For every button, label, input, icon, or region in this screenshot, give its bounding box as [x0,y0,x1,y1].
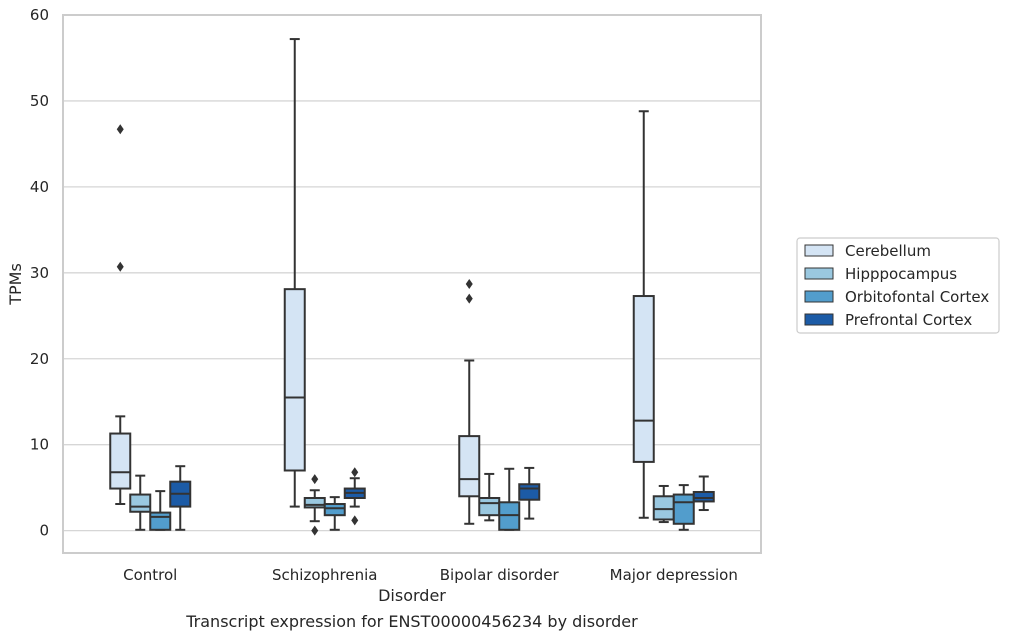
box-3-1 [343,467,366,526]
outlier-point [351,467,359,478]
box-2-1 [323,496,346,531]
box-body [652,495,675,521]
legend-swatch [804,313,834,326]
y-tick-label: 40 [30,178,49,196]
box-1-3 [652,484,675,524]
y-axis-label: TPMs [6,263,25,306]
legend-item: Cerebellum [804,242,931,260]
box-2-0 [149,490,172,531]
y-tick-label: 0 [39,522,49,540]
gridlines [63,14,761,532]
plot-frame [62,14,762,554]
y-axis-ticks: 0 10 20 30 40 50 60 [30,6,49,540]
box-2-2 [498,467,521,531]
box-body [129,493,152,513]
x-tick-label: Schizophrenia [272,566,377,584]
legend-item: Hipppocampus [804,265,957,283]
box-body [303,496,326,509]
legend-swatch [804,244,834,257]
legend-label: Hipppocampus [845,265,957,283]
box-body [283,288,306,472]
legend: Cerebellum Hipppocampus Orbitofontal Corte… [796,237,1000,334]
x-tick-label: Bipolar disorder [440,566,560,584]
box-body [109,432,132,490]
box-1-2 [478,472,501,522]
outlier-point [116,261,124,272]
legend-swatch [804,267,834,280]
y-tick-label: 60 [30,6,49,24]
box-body [692,490,715,503]
box-3-3 [692,475,715,512]
legend-label: Orbitofontal Cortex [845,288,989,306]
x-axis-label: Disorder [378,586,446,605]
legend-item: Prefrontal Cortex [804,311,972,329]
outlier-point [465,279,473,289]
legend-label: Cerebellum [845,242,931,260]
y-tick-label: 50 [30,92,49,110]
box-0-3 [632,110,655,519]
chart-title: Transcript expression for ENST0000045623… [185,612,638,631]
box-1-0 [129,474,152,531]
box-body [478,496,501,517]
box-body [632,295,655,463]
outlier-point [465,293,473,304]
y-tick-label: 10 [30,436,49,454]
box-1-1 [303,474,326,536]
outlier-point [311,525,319,536]
outlier-point [116,124,124,135]
y-tick-label: 20 [30,350,49,368]
box-body [323,503,346,517]
legend-swatch [804,290,834,303]
legend-item: Orbitofontal Cortex [804,288,989,306]
box-3-0 [169,465,192,531]
box-body [518,483,541,501]
legend-label: Prefrontal Cortex [845,311,972,329]
box-body [149,511,172,531]
box-plots [109,38,715,536]
box-3-2 [518,466,541,520]
box-0-2 [458,279,481,525]
legend-frame [796,237,1000,334]
x-tick-label: Control [123,566,177,584]
outlier-point [351,515,359,526]
y-tick-label: 30 [30,264,49,282]
x-tick-label: Major depression [610,566,738,584]
box-0-0 [109,124,132,506]
box-body [672,493,695,525]
outlier-point [311,474,319,485]
box-body [458,435,481,498]
box-0-1 [283,38,306,508]
box-2-3 [672,484,695,531]
x-axis-ticks: Control Schizophrenia Bipolar disorder Majo… [123,566,738,584]
